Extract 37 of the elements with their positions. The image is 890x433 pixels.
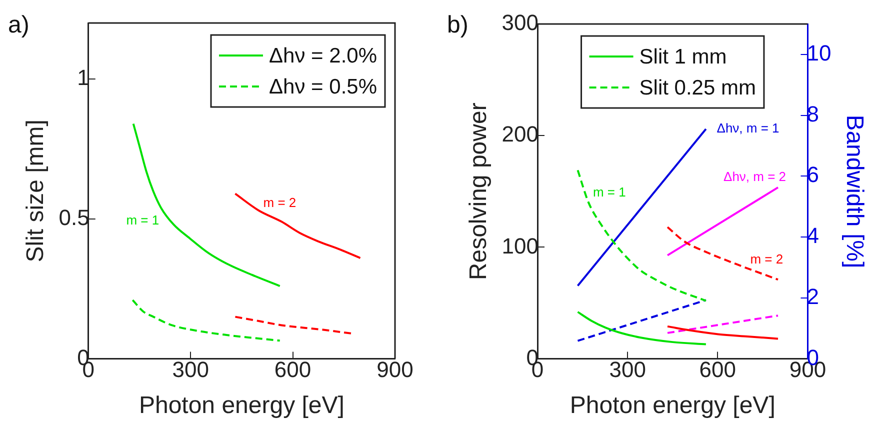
- annotation: Δhν, m = 2: [724, 168, 786, 184]
- y-tick-label: 100: [502, 233, 539, 258]
- line-series: [666, 325, 780, 340]
- x-tick-label: 600: [274, 357, 312, 382]
- y-axis-title: Slit size [mm]: [22, 120, 50, 262]
- y2-tick-label: 6: [806, 162, 819, 188]
- line-series: [132, 299, 281, 342]
- y-tick-label: 300: [502, 10, 539, 36]
- x-axis-title: Photon energy [eV]: [138, 392, 344, 420]
- y2-tick-label: 2: [806, 284, 819, 309]
- annotation: m = 2: [750, 251, 784, 266]
- annotation: m = 2: [263, 195, 296, 210]
- annotation: m = 1: [126, 212, 160, 228]
- x-tick-label: 600: [699, 357, 736, 382]
- y-tick-label: 1: [77, 65, 90, 90]
- legend-label: Δhν = 2.0%: [268, 44, 378, 68]
- y2-tick-label: 8: [806, 101, 819, 126]
- line-series: [576, 169, 707, 302]
- y-tick-label: 0.5: [58, 204, 90, 230]
- line-series: [234, 316, 354, 335]
- annotation: Δhν, m = 1: [716, 120, 780, 136]
- legend-label: Slit 0.25 mm: [639, 76, 756, 100]
- y-tick-label: 200: [502, 122, 539, 147]
- line-series: [234, 192, 362, 260]
- y2-tick-label: 10: [806, 40, 832, 66]
- y-axis-title: Resolving power: [465, 102, 492, 280]
- legend-label: Slit 1 mm: [639, 45, 727, 68]
- line-series: [576, 310, 707, 346]
- chart-title: a): [8, 12, 30, 39]
- legend-label: Δhν = 0.5%: [268, 75, 378, 98]
- x-tick-label: 900: [376, 357, 414, 382]
- x-axis-title: Photon energy [eV]: [570, 392, 776, 420]
- x-tick-label: 300: [172, 357, 209, 382]
- y2-axis-title: Bandwidth [%]: [840, 114, 868, 268]
- x-tick-label: 300: [609, 357, 646, 382]
- chart-title: b): [447, 12, 468, 39]
- annotation: m = 1: [592, 184, 626, 200]
